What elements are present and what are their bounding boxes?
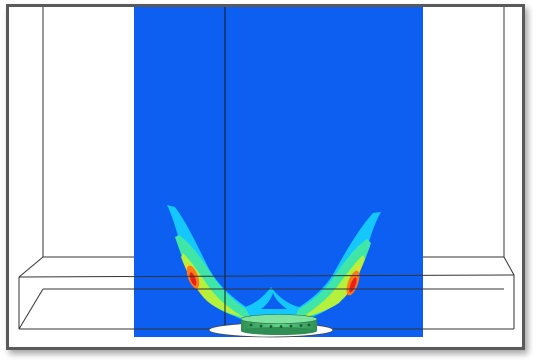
section-plane [134,7,423,337]
cylinder-object [240,314,318,335]
floor-right-diagonal [503,256,515,276]
contour-band-mid-low [283,239,371,320]
cylinder-top [240,314,318,324]
figure-frame [6,4,525,350]
contour-band-peak [189,272,197,286]
contour-band-mid-low [175,235,261,320]
floor-inner-left-diagonal [18,288,44,330]
cfd-contour-scene [18,7,515,338]
contour-band-mid [181,253,245,318]
cylinder-bottom [241,327,317,335]
cylinder-holes [249,323,311,328]
contour-band-low [279,212,381,321]
floor-left-diagonal [18,256,44,278]
domain-box-front [18,256,515,330]
contour-band-mid [301,255,365,318]
contour-center-notch-inner [261,293,287,309]
floor-mid-line [18,274,515,278]
